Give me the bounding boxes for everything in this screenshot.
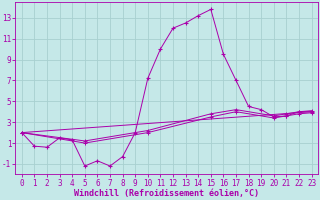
- X-axis label: Windchill (Refroidissement éolien,°C): Windchill (Refroidissement éolien,°C): [74, 189, 259, 198]
